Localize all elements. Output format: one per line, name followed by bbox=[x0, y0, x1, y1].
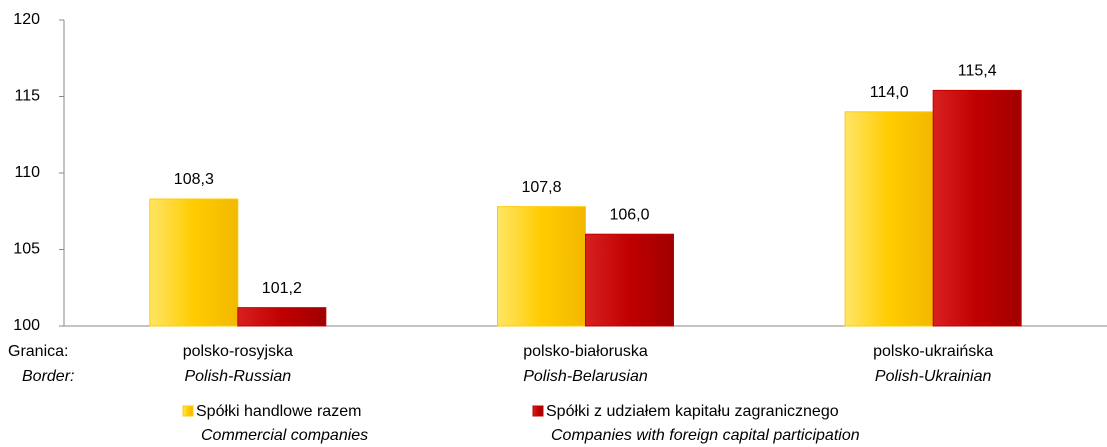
value-label: 115,4 bbox=[958, 63, 997, 80]
y-tick-label: 115 bbox=[14, 88, 40, 105]
legend-label: Spółki handlowe razem bbox=[196, 403, 361, 420]
axis-label: Granica: bbox=[8, 343, 68, 360]
x-tick-label-en: Polish-Russian bbox=[184, 368, 291, 385]
x-tick-label: polsko-ukraińska bbox=[873, 343, 993, 360]
y-tick-label: 105 bbox=[13, 241, 40, 258]
legend-label: Spółki z udziałem kapitału zagranicznego bbox=[546, 403, 839, 420]
value-label: 107,8 bbox=[521, 179, 561, 196]
y-tick-label: 120 bbox=[13, 11, 40, 28]
x-tick-label-en: Polish-Ukrainian bbox=[875, 368, 992, 385]
legend-label-en: Commercial companies bbox=[201, 427, 368, 444]
value-label: 106,0 bbox=[609, 206, 649, 223]
bar bbox=[844, 111, 934, 327]
bar bbox=[149, 198, 239, 327]
y-tick-label: 100 bbox=[13, 317, 40, 334]
value-label: 114,0 bbox=[870, 84, 909, 101]
bar bbox=[497, 206, 586, 327]
value-label: 101,2 bbox=[262, 280, 302, 297]
bar bbox=[932, 89, 1022, 327]
legend-swatch bbox=[182, 405, 194, 417]
x-tick-label: polsko-rosyjska bbox=[183, 343, 293, 360]
legend-label-en: Companies with foreign capital participa… bbox=[551, 427, 860, 444]
bar bbox=[237, 307, 327, 327]
x-tick-label: polsko-białoruska bbox=[523, 343, 648, 360]
bar bbox=[585, 233, 674, 327]
y-tick-label: 110 bbox=[14, 164, 40, 181]
value-label: 108,3 bbox=[174, 171, 214, 188]
legend-swatch bbox=[532, 405, 544, 417]
x-tick-label-en: Polish-Belarusian bbox=[523, 368, 648, 385]
axis-label-en: Border: bbox=[22, 368, 74, 385]
